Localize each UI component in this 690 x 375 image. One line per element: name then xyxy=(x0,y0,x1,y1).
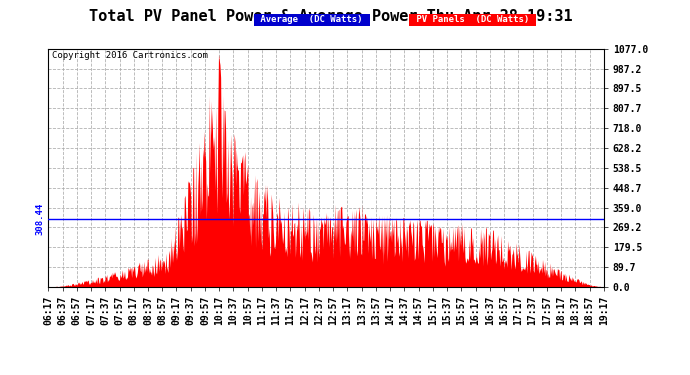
Text: PV Panels  (DC Watts): PV Panels (DC Watts) xyxy=(411,15,534,24)
Text: Total PV Panel Power & Average Power Thu Apr 28 19:31: Total PV Panel Power & Average Power Thu… xyxy=(90,9,573,24)
Text: Copyright 2016 Cartronics.com: Copyright 2016 Cartronics.com xyxy=(52,51,208,60)
Text: 308.44: 308.44 xyxy=(36,202,45,235)
Text: Average  (DC Watts): Average (DC Watts) xyxy=(255,15,368,24)
